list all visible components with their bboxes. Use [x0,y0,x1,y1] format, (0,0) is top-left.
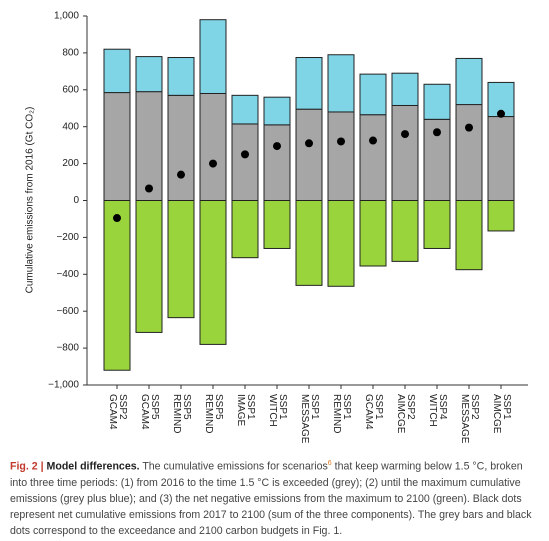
bar-segment [455,57,483,106]
bar-segment [455,200,483,271]
x-tick-label: SSP1 MESSAGE [299,394,320,444]
x-tick-label: SSP2 AIMCGE [395,394,416,434]
x-tick-label: SSP1 IMAGE [235,394,256,427]
bar-segment [231,123,259,201]
y-tick-label: 1,000 [54,11,79,22]
bar-segment [199,19,227,94]
caption-text: The cumulative emissions for scenarios [142,460,328,473]
bar-segment [359,114,387,201]
y-tick-label: 800 [62,48,79,59]
bar-segment [455,104,483,201]
bar-segment [263,200,291,249]
x-tick-label: SSP5 REMIND [171,394,192,434]
dot [209,159,217,168]
dot [497,109,505,118]
bar-segment [327,54,355,113]
bar-segment [359,73,387,116]
bar-segment [199,92,227,201]
bar-segment [103,200,131,371]
bar-segment [295,57,323,110]
figure-label: Fig. 2 | [10,460,44,473]
bar-segment [487,200,515,232]
y-axis-label: Cumulative emissions from 2016 (Gt CO₂) [25,107,36,294]
dot [113,214,121,223]
x-tick-label: SSP1 GCAM4 [363,394,384,430]
reference: 6 [327,460,332,467]
x-tick-label: SSP5 GCAM4 [139,394,160,430]
dot [305,139,313,148]
bar-segment [391,72,419,106]
bar-segment [167,57,195,96]
bar-segment [327,111,355,201]
bar-segment [103,92,131,201]
bar-segment [295,108,323,201]
dot [273,142,281,151]
bar-segment [231,200,259,259]
bar-segment [135,91,163,201]
x-tick-label: SSP1 REMIND [331,394,352,434]
y-tick-label: 600 [62,84,79,95]
caption: Fig. 2 | Model differences. The cumulati… [10,456,542,539]
y-tick-label: −800 [56,343,79,354]
dot [465,123,473,132]
bar-segment [423,200,451,249]
bar-segment [135,56,163,93]
bar-segment [103,48,131,94]
bar-segment [359,200,387,267]
dot [369,136,377,145]
caption-title: Model differences. [46,460,140,473]
bar-segment [391,200,419,262]
dot [337,137,345,146]
y-tick-label: −1,000 [48,380,79,391]
bar-segment [199,200,227,345]
bar-segment [167,200,195,319]
dot [177,170,185,179]
x-tick-label: SSP1 AIMCGE [491,394,512,434]
bar-segment [263,124,291,201]
dot [145,184,153,193]
dot [433,128,441,137]
x-tick-label: SSP2 MESSAGE [459,394,480,444]
x-tick-label: SSP2 GCAM4 [107,394,128,430]
x-tick-label: SSP5 REMIND [203,394,224,434]
bar-segment [295,200,323,286]
caption-text: that keep warming below 1.5 °C, broken i… [10,460,532,537]
y-tick-label: −400 [56,269,79,280]
bar-segment [423,83,451,120]
bar-segment [135,200,163,333]
dot [401,130,409,139]
dot [241,150,249,159]
bar-segment [167,94,195,201]
x-tick-label: SSP1 WITCH [267,394,288,427]
y-tick-label: −200 [56,232,79,243]
bar-segment [263,96,291,126]
x-tick-label: SSP4 WITCH [427,394,448,427]
y-tick-label: 0 [73,195,79,206]
bar-segment [327,200,355,287]
bar-segment [231,94,259,125]
y-tick-label: 200 [62,158,79,169]
bar-segment [391,104,419,201]
chart: Cumulative emissions from 2016 (Gt CO₂) … [25,11,528,391]
y-tick-label: 400 [62,121,79,132]
y-tick-label: −600 [56,306,79,317]
bar-segment [487,116,515,201]
